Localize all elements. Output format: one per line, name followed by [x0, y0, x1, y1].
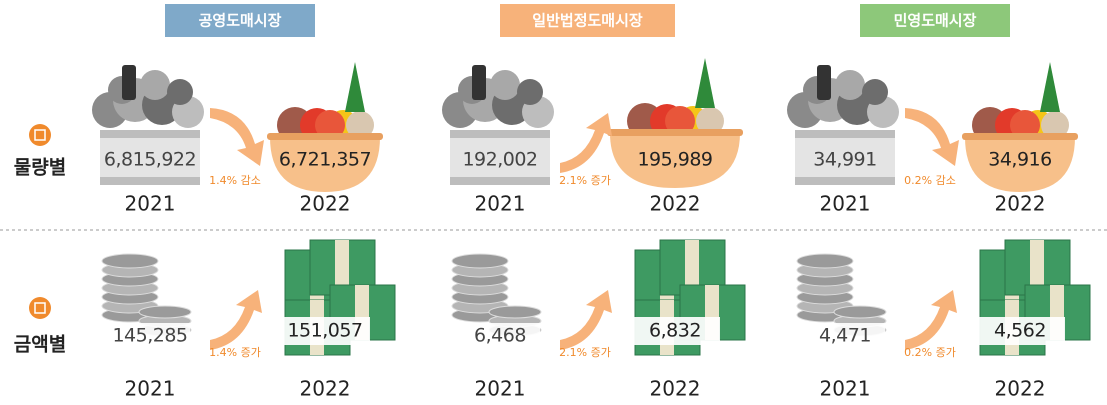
change-arrow: [210, 108, 264, 166]
vegetable-bottle: [817, 65, 831, 100]
fruit: [696, 107, 724, 135]
change: 2.1% 증가: [559, 174, 611, 187]
value-band: [110, 323, 190, 348]
change: 2.1% 증가: [559, 346, 611, 359]
leaves: [1040, 62, 1060, 112]
to-value: 4,562: [994, 320, 1046, 342]
crate-base: [795, 177, 895, 185]
to-year: 2022: [650, 192, 701, 216]
vegetable: [490, 70, 520, 100]
row-icon: [29, 297, 51, 319]
to-year: 2022: [995, 377, 1046, 401]
money-band: [1030, 240, 1044, 295]
crate-rim: [100, 130, 200, 138]
change-arrow: [905, 108, 959, 166]
from-year: 2021: [475, 192, 526, 216]
column-header-box: [165, 4, 315, 37]
change: 1.4% 증가: [209, 346, 261, 359]
fruit: [665, 106, 695, 136]
column-header-box: [860, 4, 1010, 37]
vegetable: [835, 70, 865, 100]
vegetable-bottle: [472, 65, 486, 100]
money-band: [335, 240, 349, 295]
column-header: 민영도매시장: [894, 12, 977, 30]
change: 0.2% 감소: [904, 174, 956, 187]
coin: [101, 253, 159, 269]
to-year: 2022: [995, 192, 1046, 216]
to-year: 2022: [300, 377, 351, 401]
to-value: 34,916: [988, 149, 1051, 171]
value-band: [280, 317, 370, 345]
column-header-box: [500, 4, 675, 37]
from-year: 2021: [820, 192, 871, 216]
row-icon: [29, 124, 51, 146]
value-band: [975, 317, 1065, 345]
bowl: [270, 137, 380, 192]
coin: [488, 305, 542, 319]
to-year: 2022: [650, 377, 701, 401]
value-band: [460, 323, 540, 348]
coin: [138, 305, 192, 319]
bowl: [965, 137, 1075, 192]
vegetable: [517, 79, 543, 105]
crate: [450, 130, 550, 185]
change: 0.2% 증가: [904, 346, 956, 359]
fruit: [1010, 110, 1040, 140]
crate: [100, 130, 200, 185]
bowl-rim: [267, 133, 383, 140]
coin: [833, 305, 887, 319]
row-label: 금액별: [14, 334, 66, 356]
column-header: 일반법정도매시장: [532, 12, 643, 30]
money-band: [685, 240, 699, 295]
vegetable: [140, 70, 170, 100]
from-value: 145,285: [112, 325, 187, 347]
value-band: [805, 323, 885, 348]
to-value: 195,989: [637, 149, 712, 171]
column-header: 공영도매시장: [199, 12, 282, 30]
to-value: 6,832: [649, 320, 701, 342]
from-value: 34,991: [813, 149, 876, 171]
value-band: [630, 317, 720, 345]
from-year: 2021: [475, 377, 526, 401]
change-arrow: [905, 290, 957, 350]
from-value: 192,002: [462, 149, 537, 171]
vegetable: [167, 79, 193, 105]
from-value: 6,815,922: [104, 149, 196, 171]
leaves: [695, 58, 715, 108]
crate: [795, 130, 895, 185]
bowl: [610, 133, 740, 188]
from-value: 6,468: [474, 325, 526, 347]
coin: [796, 253, 854, 269]
to-value: 151,057: [287, 320, 362, 342]
from-year: 2021: [820, 377, 871, 401]
row-icon-glyph: [34, 302, 46, 314]
vegetable: [862, 79, 888, 105]
change: 1.4% 감소: [209, 174, 261, 187]
from-year: 2021: [125, 192, 176, 216]
coin: [451, 253, 509, 269]
crate-base: [450, 177, 550, 185]
fruit: [1041, 111, 1069, 139]
bowl-rim: [607, 129, 743, 136]
crate-base: [100, 177, 200, 185]
crate-rim: [450, 130, 550, 138]
row-label: 물량별: [14, 157, 66, 179]
to-value: 6,721,357: [279, 149, 371, 171]
bowl-rim: [962, 133, 1078, 140]
to-year: 2022: [300, 192, 351, 216]
vegetable-bottle: [122, 65, 136, 100]
fruit: [315, 110, 345, 140]
change-arrow: [560, 113, 612, 173]
change-arrow: [560, 290, 612, 350]
fruit: [346, 111, 374, 139]
crate-rim: [795, 130, 895, 138]
from-value: 4,471: [819, 325, 871, 347]
change-arrow: [210, 290, 262, 350]
leaves: [345, 62, 365, 112]
row-icon-glyph: [34, 129, 46, 141]
from-year: 2021: [125, 377, 176, 401]
